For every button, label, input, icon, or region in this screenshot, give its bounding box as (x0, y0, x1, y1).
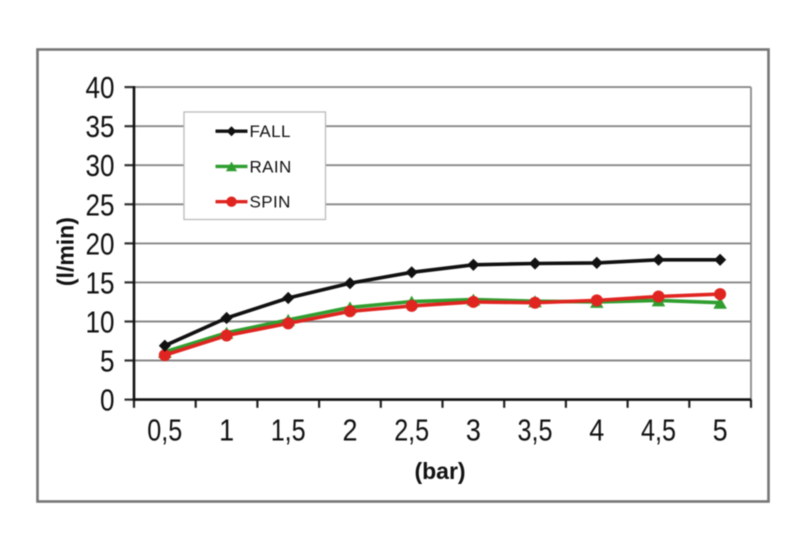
svg-text:5: 5 (100, 344, 115, 379)
svg-text:20: 20 (86, 226, 115, 261)
svg-text:(bar): (bar) (414, 458, 465, 484)
svg-text:40: 40 (86, 70, 115, 105)
svg-text:4: 4 (589, 413, 604, 448)
svg-text:SPIN: SPIN (250, 193, 291, 212)
svg-text:3: 3 (466, 413, 481, 448)
svg-text:15: 15 (86, 265, 115, 300)
svg-text:10: 10 (86, 305, 115, 340)
svg-text:30: 30 (86, 148, 115, 183)
svg-text:2: 2 (343, 413, 358, 448)
svg-text:RAIN: RAIN (250, 157, 292, 176)
svg-text:3,5: 3,5 (518, 413, 553, 448)
svg-text:1,5: 1,5 (271, 413, 306, 448)
svg-text:0: 0 (100, 383, 115, 418)
svg-text:4,5: 4,5 (641, 413, 676, 448)
svg-text:35: 35 (86, 109, 115, 144)
svg-text:FALL: FALL (250, 122, 291, 141)
svg-text:0,5: 0,5 (147, 413, 182, 448)
svg-text:1: 1 (219, 413, 234, 448)
svg-text:5: 5 (713, 413, 728, 448)
svg-text:(l/min): (l/min) (53, 217, 79, 286)
svg-text:25: 25 (86, 187, 115, 222)
svg-text:2,5: 2,5 (394, 413, 429, 448)
